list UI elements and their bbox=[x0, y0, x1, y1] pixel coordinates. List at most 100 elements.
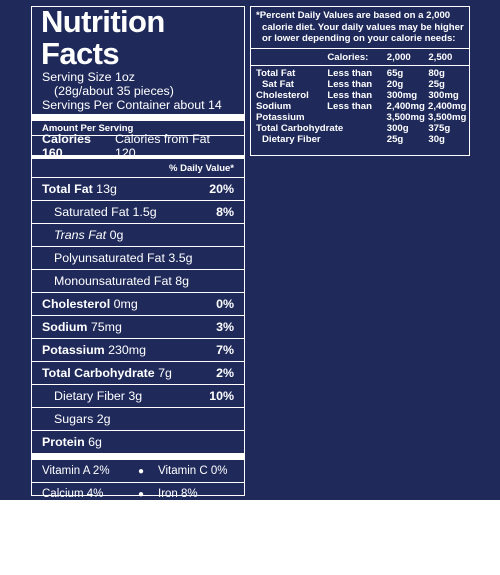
dv-cell: Less than bbox=[327, 78, 373, 90]
bullet-icon: ● bbox=[137, 534, 145, 546]
dv-table-row: Dietary Fiber 25g 30g bbox=[256, 134, 464, 145]
nutrition-facts-title: Nutrition Facts bbox=[41, 4, 165, 71]
divider-heavy bbox=[32, 453, 244, 460]
footnote-line: calorie diet. Your daily values may be h… bbox=[262, 21, 464, 33]
amount-per-serving: Amount Per Serving bbox=[42, 123, 134, 134]
nutrient-row-polyunsaturated-fat: Polyunsaturated Fat 3.5g bbox=[42, 247, 234, 269]
dv-cell: 25g bbox=[386, 133, 404, 145]
nutrient-pct: 7% bbox=[216, 343, 234, 357]
vitamin-row: Calcium 4% ● Iron 8% bbox=[42, 483, 234, 505]
divider bbox=[32, 407, 244, 408]
dv-col-2000: 2,000 bbox=[386, 52, 411, 64]
dv-cell: Potassium bbox=[256, 111, 305, 123]
dv-cell: 300mg bbox=[386, 89, 418, 101]
nutrient-label: Sodium bbox=[42, 320, 88, 334]
vitamin-right: Vitamin C 0% bbox=[158, 465, 228, 477]
nutrient-label: Total Fat bbox=[42, 182, 93, 196]
nutrient-row-sodium: Sodium 75mg 3% bbox=[42, 316, 234, 338]
nutrient-row-cholesterol: Cholesterol 0mg 0% bbox=[42, 293, 234, 315]
divider bbox=[32, 482, 244, 483]
dv-cell: 20g bbox=[386, 78, 404, 90]
dv-table-row: Sat Fat Less than 20g 25g bbox=[256, 79, 464, 90]
vitamin-left: Copper 20% bbox=[42, 557, 106, 569]
divider bbox=[32, 292, 244, 293]
nutrient-amount: 6g bbox=[88, 435, 102, 449]
bullet-icon: ● bbox=[137, 488, 145, 500]
nutrient-row-saturated-fat: Saturated Fat 1.5g 8% bbox=[42, 201, 234, 223]
nutrient-row-trans-fat: Trans Fat 0g bbox=[42, 224, 234, 246]
nutrient-pct: 3% bbox=[216, 320, 234, 334]
dv-cell: Dietary Fiber bbox=[262, 133, 321, 145]
dv-table-row: Total Carbohydrate 300g 375g bbox=[256, 123, 464, 134]
dv-cell: Less than bbox=[327, 100, 372, 112]
footnote-line: *Percent Daily Values are based on a 2,0… bbox=[256, 10, 451, 21]
dv-table-row: Potassium 3,500mg 3,500mg bbox=[256, 111, 467, 123]
divider bbox=[251, 47, 469, 49]
nutrient-amount: 3g bbox=[128, 389, 143, 403]
servings-per-container: Servings Per Container about 14 bbox=[42, 98, 222, 112]
daily-value-header: % Daily Value* bbox=[169, 163, 234, 174]
dv-cell: 25g bbox=[428, 78, 445, 90]
nutrient-pct: 20% bbox=[209, 182, 234, 196]
vitamin-left: Phosphorus 10% bbox=[42, 534, 130, 546]
dv-table-row: Total Fat Less than 65g 80g bbox=[256, 68, 464, 79]
dv-cell: 65g bbox=[386, 67, 404, 79]
nutrient-amount: 7g bbox=[158, 366, 172, 380]
nutrient-label: Trans Fat bbox=[54, 228, 107, 242]
dv-col-calories: Calories: bbox=[327, 52, 369, 64]
dv-cell: 375g bbox=[428, 122, 451, 134]
nutrient-amount: 0mg bbox=[113, 297, 138, 311]
serving-size-detail: (28g/about 35 pieces) bbox=[54, 84, 174, 98]
divider bbox=[32, 430, 244, 431]
calories-from-fat: Calories from Fat 120 bbox=[114, 131, 210, 160]
dv-cell: Cholesterol bbox=[256, 89, 309, 101]
nutrient-label: Saturated Fat bbox=[54, 205, 130, 219]
divider bbox=[32, 315, 244, 316]
dv-cell: 2,400mg bbox=[386, 100, 425, 112]
nutrition-facts-panel: Nutrition Facts Serving Size 1oz (28g/ab… bbox=[31, 4, 245, 575]
bullet-icon: ● bbox=[137, 465, 145, 477]
nutrient-amount: 13g bbox=[96, 182, 117, 196]
vitamin-left: Calcium 4% bbox=[42, 488, 104, 500]
nutrient-label: Total Carbohydrate bbox=[42, 366, 155, 380]
nutrient-amount: 75mg bbox=[90, 320, 122, 334]
divider bbox=[251, 64, 469, 66]
vitamin-row: Phosphorus 10% ● Magnesium 15% bbox=[42, 528, 234, 552]
vitamin-row: Vitamin A 2% ● Vitamin C 0% bbox=[42, 460, 234, 482]
dv-cell: Less than bbox=[327, 89, 373, 101]
nutrient-row-dietary-fiber: Dietary Fiber 3g 10% bbox=[42, 385, 234, 407]
nutrient-row-total-fat: Total Fat 13g 20% bbox=[42, 178, 234, 200]
nutrient-pct: 2% bbox=[216, 366, 234, 380]
divider bbox=[32, 246, 244, 247]
vitamin-right: Vitamin B6 10% bbox=[158, 505, 214, 529]
nutrition-label: Nutrition Facts Serving Size 1oz (28g/ab… bbox=[0, 0, 500, 500]
dv-cell: 3,500mg bbox=[428, 111, 467, 123]
dv-cell: Total Fat bbox=[256, 67, 296, 79]
vitamin-row: Copper 20% ● Manganese 25% bbox=[42, 551, 234, 575]
dv-cell: Sat Fat bbox=[262, 78, 294, 90]
dv-cell: 30g bbox=[428, 133, 445, 145]
divider bbox=[32, 223, 244, 224]
footnote-line: or lower depending on your calorie needs… bbox=[262, 33, 456, 45]
divider bbox=[32, 384, 244, 385]
dv-col-2500: 2,500 bbox=[428, 52, 453, 64]
vitamin-left: Vitamin E 15% bbox=[42, 511, 118, 523]
vitamin-right: Manganese 25% bbox=[158, 551, 219, 575]
vitamin-left: Vitamin A 2% bbox=[42, 465, 110, 477]
nutrient-pct: 0% bbox=[216, 297, 234, 311]
nutrient-label: Dietary Fiber bbox=[54, 389, 125, 403]
dv-cell: Total Carbohydrate bbox=[256, 122, 344, 134]
nutrient-row-potassium: Potassium 230mg 7% bbox=[42, 339, 234, 361]
dv-cell: 300g bbox=[386, 122, 409, 134]
divider bbox=[32, 200, 244, 201]
divider bbox=[32, 338, 244, 339]
nutrient-label: Protein bbox=[42, 435, 85, 449]
nutrient-amount: 0g bbox=[109, 228, 124, 242]
dv-cell bbox=[327, 112, 386, 123]
nutrient-amount: 2g bbox=[96, 412, 111, 426]
daily-values-table: Calories: 2,000 2,500 Total Fat Less tha… bbox=[251, 51, 469, 145]
nutrient-amount: 230mg bbox=[108, 343, 147, 357]
divider bbox=[32, 269, 244, 270]
bullet-icon: ● bbox=[137, 511, 145, 523]
footnote-text: *Percent Daily Values are based on a 2,0… bbox=[256, 10, 464, 45]
